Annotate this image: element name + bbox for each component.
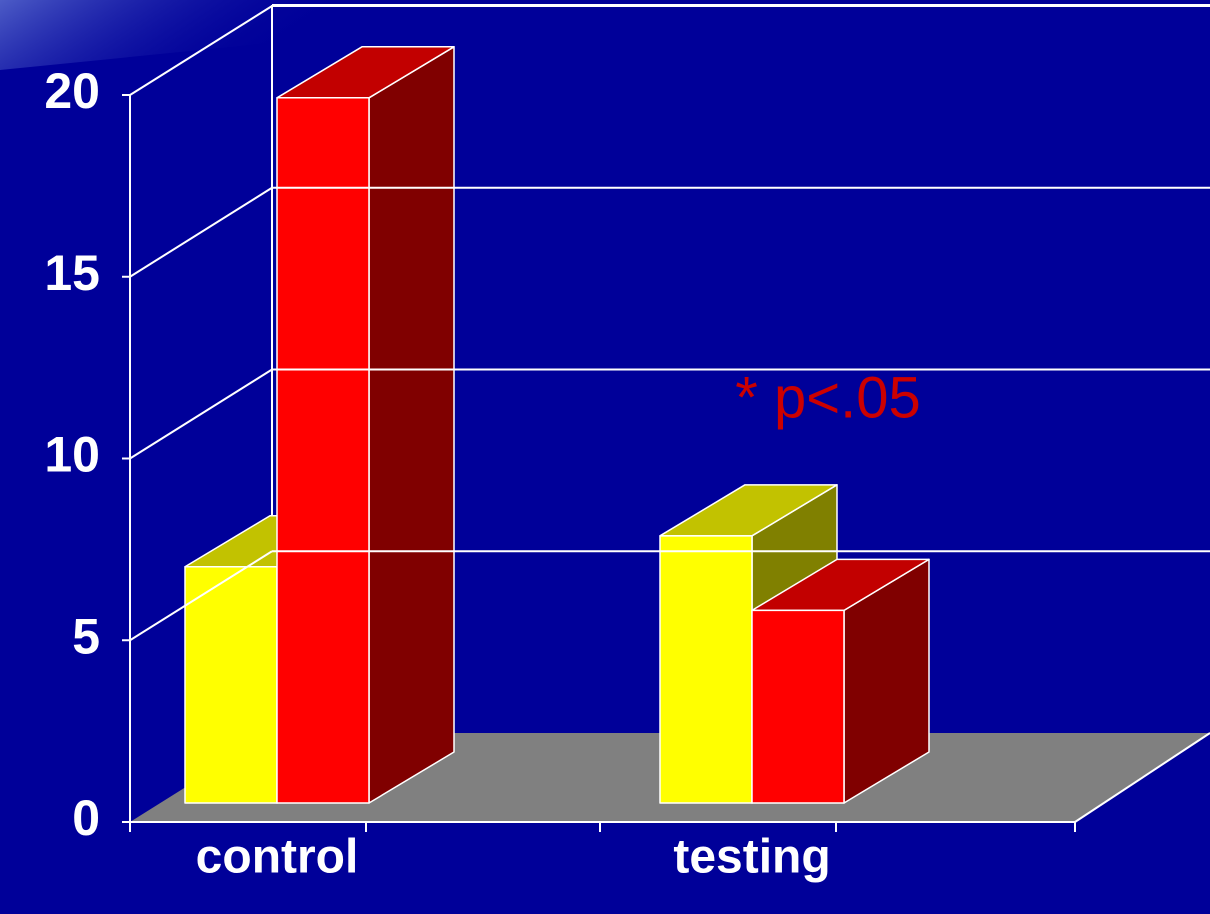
x-tick-label: control xyxy=(196,831,359,884)
x-ticks xyxy=(129,822,1076,832)
bar-side xyxy=(368,46,455,804)
bar xyxy=(751,609,845,804)
grid-line-side xyxy=(129,550,273,642)
y-tick-label: 10 xyxy=(44,427,100,483)
y-tick-label: 0 xyxy=(72,790,100,846)
bar xyxy=(276,97,370,804)
y-tick-label: 15 xyxy=(44,245,100,301)
background-sheen xyxy=(0,0,700,70)
grid-line-side xyxy=(129,368,273,460)
grid-line-side xyxy=(129,186,273,278)
y-tick-label: 20 xyxy=(44,63,100,119)
x-tick-label: testing xyxy=(673,831,830,884)
annotation: * p<.05 xyxy=(735,365,920,430)
y-tick-label: 5 xyxy=(72,608,100,664)
bar xyxy=(184,565,278,804)
bar xyxy=(659,535,753,804)
floor-edge xyxy=(1074,732,1210,823)
grid-line-side xyxy=(129,5,273,96)
